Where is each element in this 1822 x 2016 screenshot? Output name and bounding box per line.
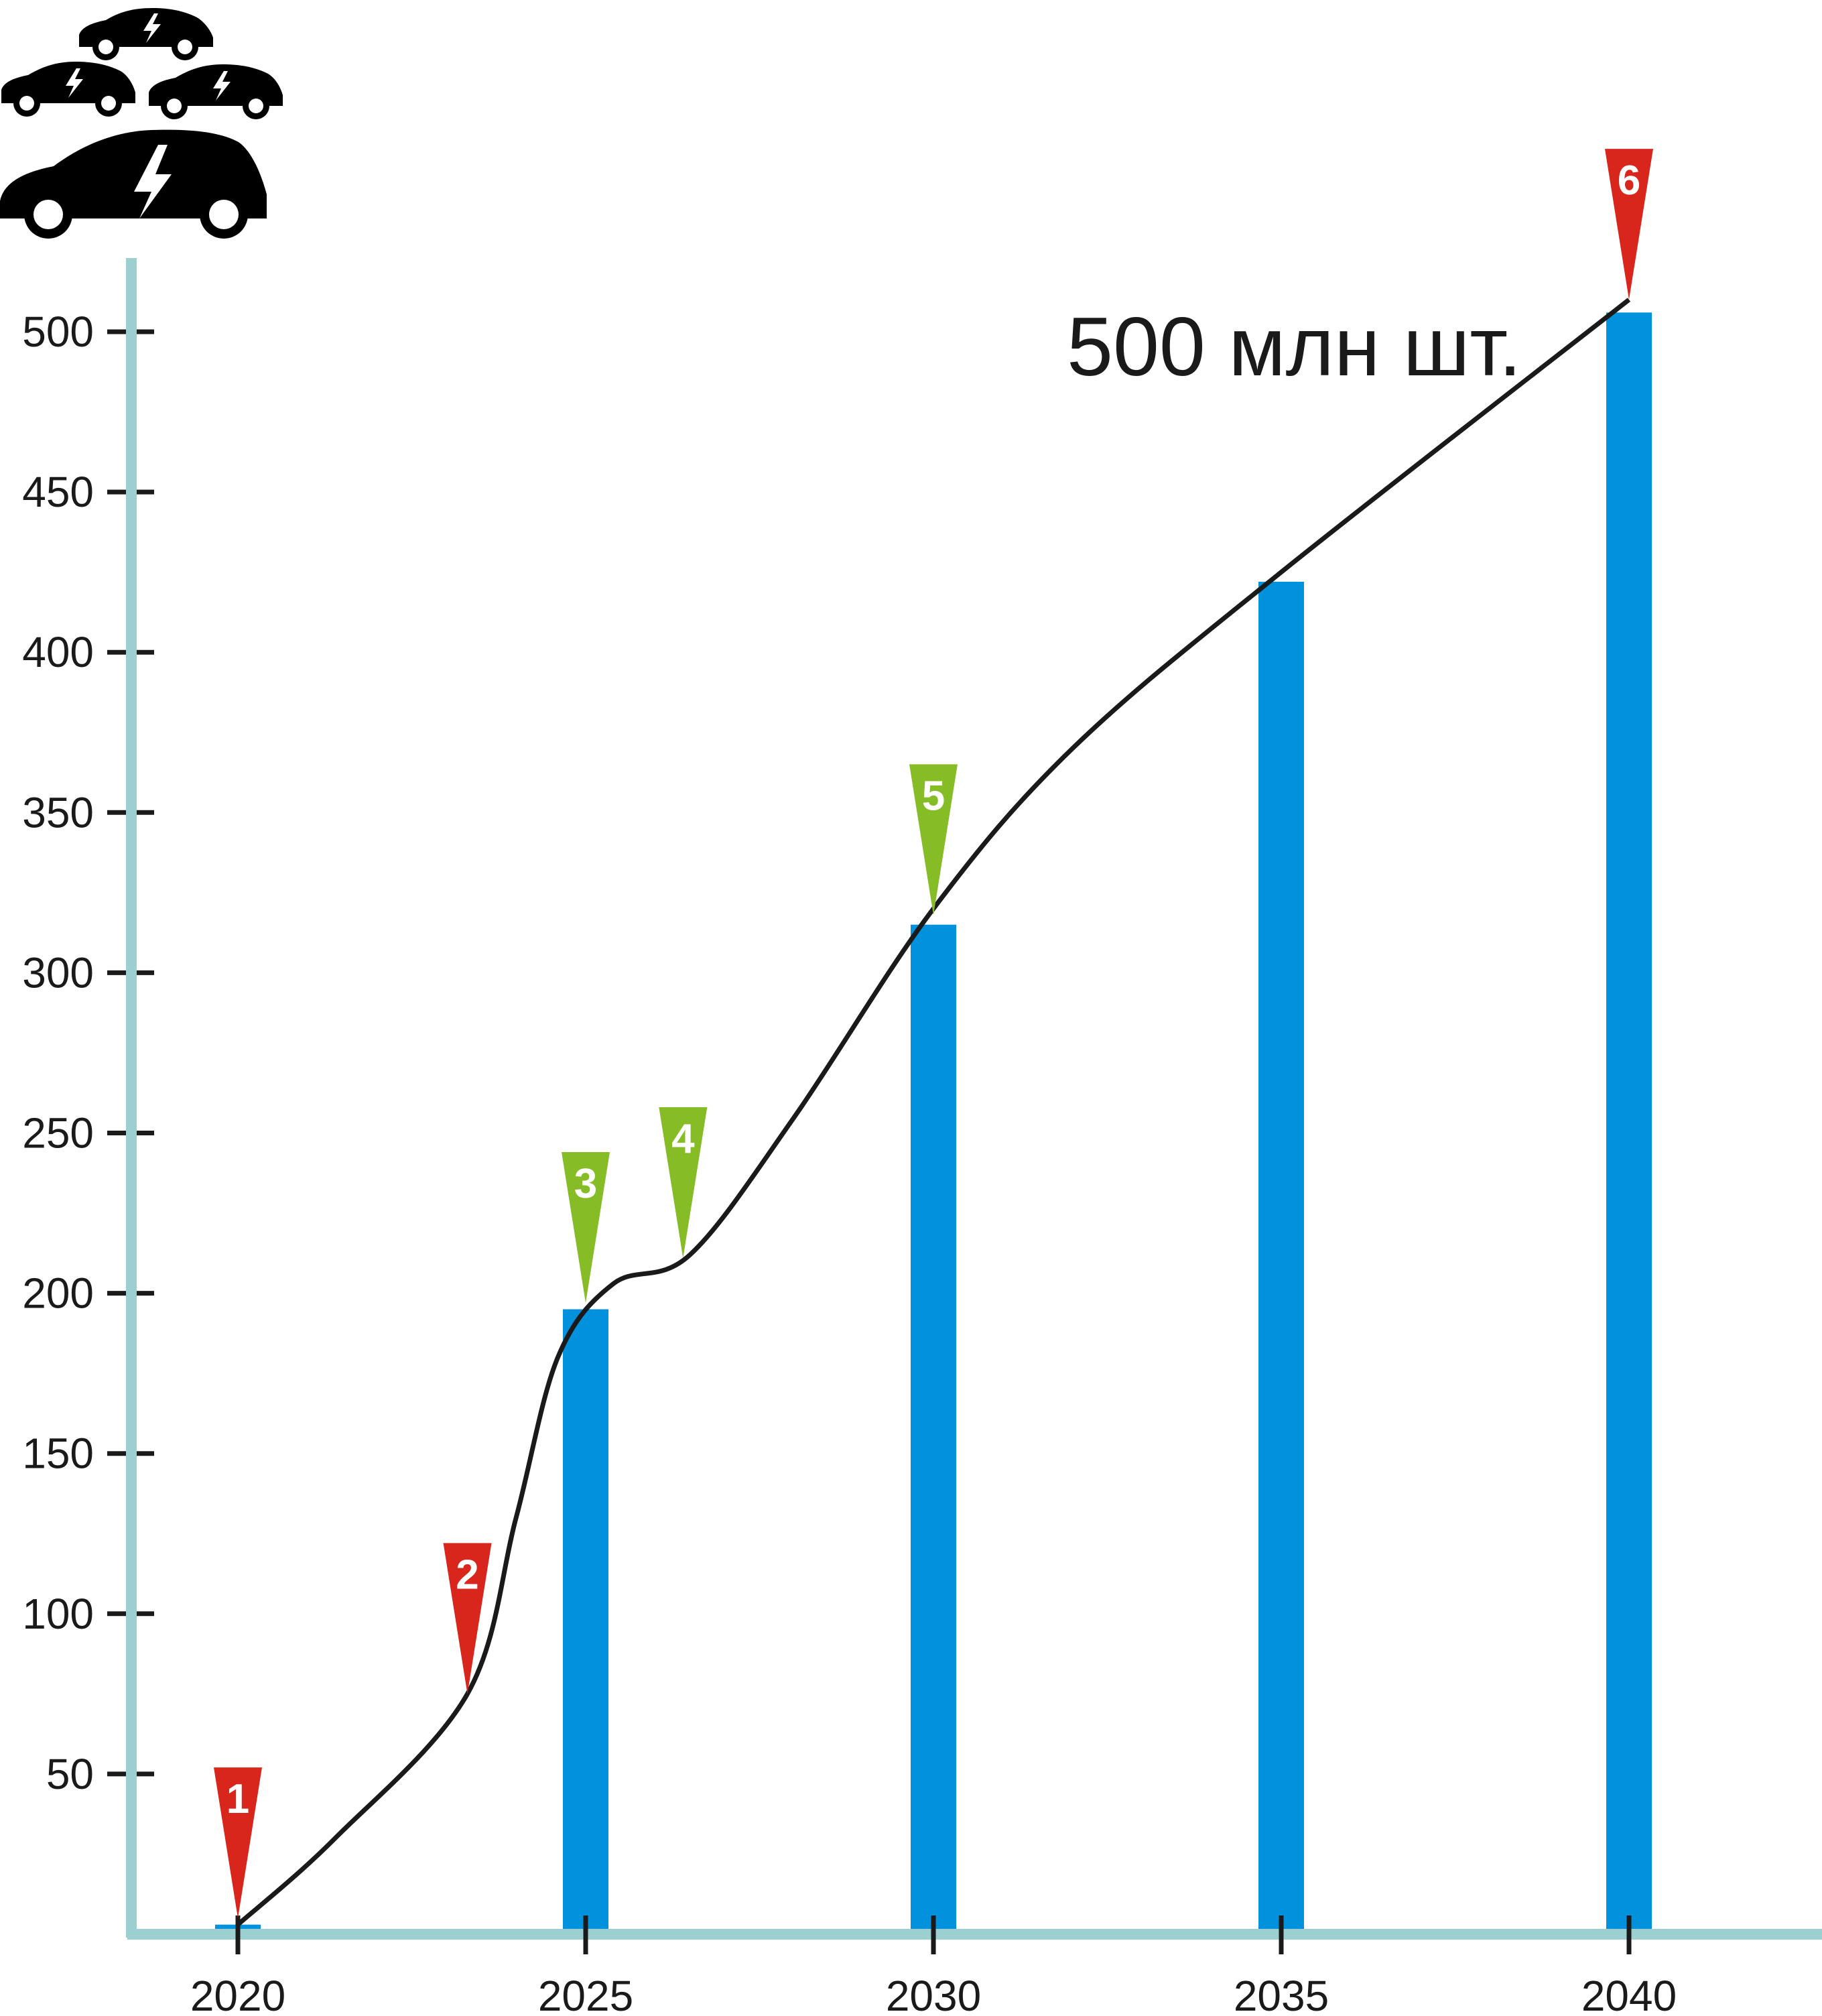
x-axis-ticks: 2020 2025 2030 2035 2040 (190, 1915, 1677, 2016)
marker-number: 6 (1618, 158, 1640, 204)
electric-cars-icon (0, 8, 283, 239)
y-tick-label: 250 (22, 1109, 94, 1157)
y-tick-label: 500 (22, 308, 94, 356)
marker-number: 3 (574, 1161, 597, 1207)
marker-triangle (1605, 149, 1653, 300)
y-tick-label: 300 (22, 948, 94, 997)
trend-line (236, 298, 1631, 1927)
marker-number: 4 (671, 1116, 695, 1162)
y-tick-label: 50 (46, 1750, 94, 1798)
x-tick-label: 2020 (190, 1972, 285, 2016)
marker-triangle (562, 1151, 610, 1303)
y-tick-label: 350 (22, 788, 94, 836)
marker-5: 5 (909, 764, 958, 916)
marker-triangle (909, 764, 958, 916)
x-tick-label: 2030 (886, 1972, 981, 2016)
bar-2030 (911, 924, 956, 1934)
x-tick-label: 2035 (1234, 1972, 1329, 2016)
x-tick-label: 2025 (538, 1972, 633, 2016)
y-tick-label: 150 (22, 1430, 94, 1478)
marker-4: 4 (659, 1107, 708, 1258)
y-tick-label: 400 (22, 628, 94, 676)
marker-triangle (443, 1543, 492, 1694)
marker-number: 5 (922, 773, 945, 819)
marker-triangle (214, 1767, 262, 1919)
bar-2025 (563, 1309, 608, 1934)
marker-1: 1 (214, 1767, 262, 1919)
marker-number: 1 (226, 1776, 249, 1822)
y-axis-ticks: 50 100 150 200 250 300 350 400 450 500 (22, 308, 154, 1798)
marker-2: 2 (443, 1543, 492, 1694)
bar-2040 (1606, 312, 1652, 1934)
y-tick-label: 200 (22, 1269, 94, 1318)
bars (215, 312, 1652, 1934)
marker-triangle (659, 1107, 708, 1258)
marker-6: 6 (1605, 149, 1653, 300)
y-tick-label: 100 (22, 1590, 94, 1638)
annotation-500m: 500 млн шт. (1067, 301, 1522, 393)
marker-3: 3 (562, 1151, 610, 1303)
marker-number: 2 (456, 1552, 478, 1598)
y-tick-label: 450 (22, 468, 94, 516)
bar-2035 (1258, 581, 1304, 1934)
markers: 1 2 3 4 5 6 (214, 149, 1653, 1919)
x-tick-label: 2040 (1581, 1972, 1677, 2016)
